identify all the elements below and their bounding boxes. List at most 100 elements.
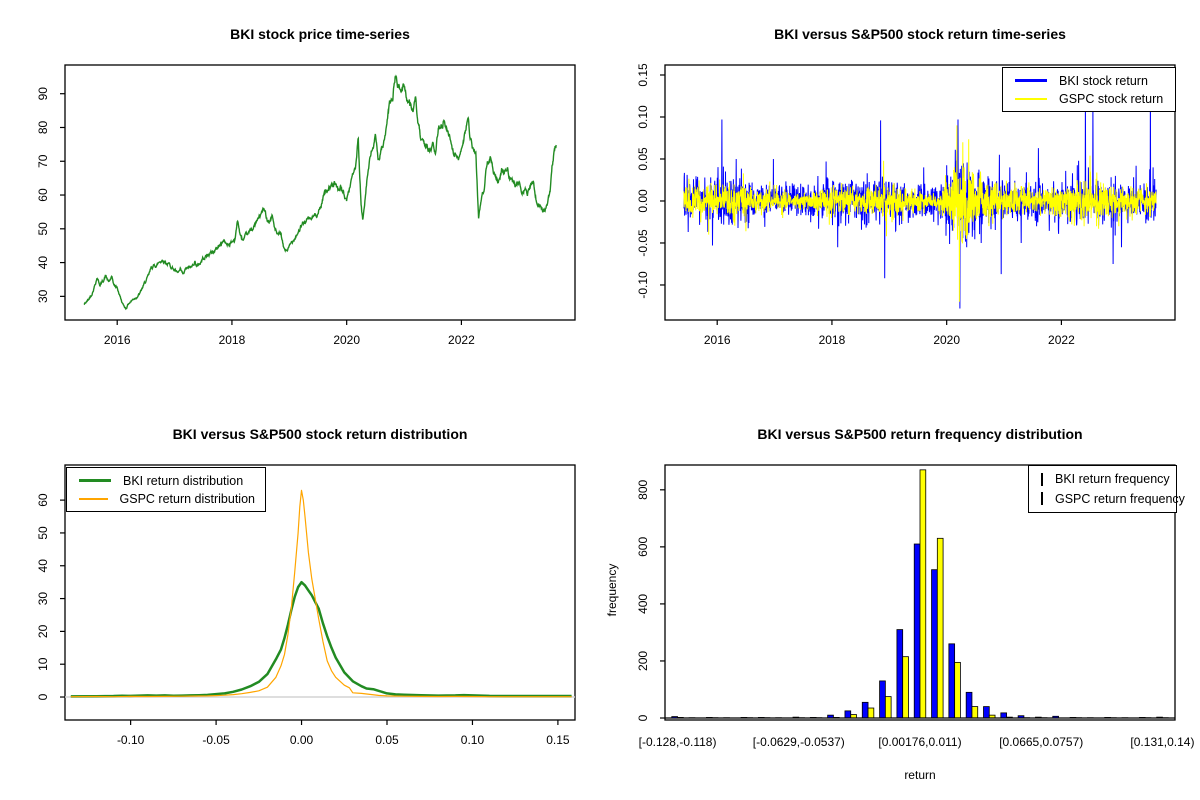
y-tick-label: 30 — [36, 592, 50, 606]
x-tick-label: 2022 — [1048, 333, 1075, 347]
x-tick-label: 2018 — [819, 333, 846, 347]
bki-frequency-bar — [931, 569, 938, 719]
y-tick-label: 0.05 — [636, 147, 650, 171]
y-tick-label: 0.15 — [636, 63, 650, 87]
bin-label: [0.0665,0.0757) — [999, 735, 1083, 749]
gspc-frequency-bar — [867, 707, 875, 719]
bki-frequency-bar — [983, 706, 990, 719]
plot-box — [664, 64, 1176, 321]
x-tick-label: 0.10 — [461, 733, 485, 747]
y-tick-label: 60 — [36, 188, 50, 202]
y-tick-label: -0.05 — [636, 229, 650, 257]
gspc-frequency-bar — [919, 469, 927, 719]
y-tick-label: 40 — [36, 559, 50, 573]
panel-frequency-distribution: BKI versus S&P500 return frequency distr… — [600, 400, 1200, 800]
x-tick-label: 0.15 — [546, 733, 570, 747]
bki-frequency-bar — [896, 629, 904, 719]
legend-item-bki-frequency: BKI return frequency — [1037, 471, 1170, 488]
y-tick-label: -0.10 — [636, 271, 650, 299]
plot-box — [64, 64, 576, 321]
y-tick-label: 200 — [636, 651, 650, 671]
bki-frequency-bar — [1000, 712, 1007, 719]
x-tick-label: 2020 — [333, 333, 360, 347]
legend-item-gspc-return: GSPC stock return — [1015, 91, 1165, 106]
y-tick-label: 60 — [36, 493, 50, 507]
bin-label: [-0.0629,-0.0537) — [753, 735, 845, 749]
distribution-chart-canvas: 0 10 20 30 40 50 60 -0.10 -0.05 0.00 0.05 0.10 0.15 — [36, 464, 576, 747]
y-tick-label: 40 — [36, 256, 50, 270]
legend-label: BKI return distribution — [123, 473, 244, 488]
y-tick-label: 400 — [636, 594, 650, 614]
x-tick-label: 0.05 — [375, 733, 399, 747]
y-tick-label: 10 — [36, 657, 50, 671]
bki-frequency-bar — [948, 643, 956, 719]
bki-frequency-bar — [965, 691, 973, 719]
y-tick-label: 0 — [36, 693, 50, 700]
distribution-chart-title: BKI versus S&P500 stock return distribut… — [172, 426, 468, 442]
bin-label: [0.131,0.14) — [1130, 735, 1194, 749]
frequency-y-axis-label: frequency — [605, 563, 619, 617]
legend-item-bki-return: BKI stock return — [1015, 73, 1165, 88]
bki-frequency-bar — [861, 701, 869, 719]
gspc-frequency-swatch — [1041, 492, 1043, 506]
gspc-frequency-bar — [936, 537, 944, 719]
legend-label: GSPC stock return — [1059, 91, 1164, 106]
x-tick-label: 2020 — [933, 333, 960, 347]
distribution-legend: BKI return distribution GSPC return dist… — [66, 467, 266, 512]
frequency-chart-title: BKI versus S&P500 return frequency distr… — [757, 426, 1083, 442]
bin-label: [-0.128,-0.118) — [639, 735, 717, 749]
gspc-frequency-bar — [971, 706, 979, 719]
return-legend: BKI stock return GSPC stock return — [1002, 67, 1176, 112]
x-tick-label: -0.10 — [117, 733, 145, 747]
y-tick-label: 80 — [36, 120, 50, 134]
legend-item-gspc-distribution: GSPC return distribution — [79, 491, 255, 506]
price-chart-canvas: 30 40 50 60 70 80 90 2016 2018 2020 2022 — [36, 64, 576, 347]
legend-item-bki-distribution: BKI return distribution — [79, 473, 255, 488]
bki-price-line — [83, 74, 557, 311]
plot-box — [664, 464, 1176, 721]
frequency-x-axis-label: return — [904, 768, 936, 782]
x-tick-label: 2016 — [704, 333, 731, 347]
y-tick-label: 50 — [36, 222, 50, 236]
frequency-chart-canvas: 0 200 400 600 800 [-0.128,-0.118) [-0.0629,-0.… — [636, 464, 1194, 749]
x-tick-label: 2018 — [219, 333, 246, 347]
panel-return-timeseries: BKI versus S&P500 stock return time-seri… — [600, 0, 1200, 400]
panel-return-distribution: BKI versus S&P500 stock return distribut… — [0, 400, 600, 800]
y-tick-label: 0 — [636, 714, 650, 721]
gspc-frequency-bar — [884, 696, 892, 719]
gspc-distribution-line-swatch — [79, 497, 108, 500]
bki-frequency-swatch — [1041, 472, 1043, 486]
gspc-return-line-swatch — [1015, 97, 1047, 100]
gspc-frequency-bar — [954, 661, 961, 719]
legend-label: BKI return frequency — [1055, 472, 1170, 487]
bki-density-curve — [70, 580, 572, 698]
y-tick-label: 70 — [36, 154, 50, 168]
y-tick-label: 800 — [636, 479, 650, 499]
x-tick-label: 2022 — [448, 333, 475, 347]
bin-label: [0.00176,0.011) — [878, 735, 961, 749]
x-tick-label: -0.05 — [202, 733, 230, 747]
bki-distribution-line-swatch — [79, 479, 111, 482]
legend-label: BKI stock return — [1059, 73, 1148, 88]
legend-item-gspc-frequency: GSPC return frequency — [1037, 491, 1185, 508]
plot-box — [64, 464, 576, 721]
bki-return-line-swatch — [1015, 79, 1047, 82]
gspc-frequency-bar — [902, 656, 909, 719]
gspc-density-curve — [70, 489, 572, 698]
y-tick-label: 0.00 — [636, 189, 650, 213]
bki-frequency-bar — [844, 710, 852, 719]
y-tick-label: 600 — [636, 537, 650, 557]
frequency-legend: BKI return frequency GSPC return frequen… — [1028, 465, 1185, 513]
return-chart-canvas: -0.10 -0.05 0.00 0.05 0.10 0.15 2016 2018 2020 20… — [636, 63, 1176, 347]
bki-frequency-bar — [879, 680, 886, 719]
y-tick-label: 30 — [36, 289, 50, 303]
panel-price-timeseries: BKI stock price time-series 30 40 50 60 70 80… — [0, 0, 600, 400]
y-tick-label: 0.10 — [636, 105, 650, 129]
y-tick-label: 50 — [36, 526, 50, 540]
gspc-return-line — [683, 125, 1157, 302]
y-tick-label: 90 — [36, 87, 50, 101]
bki-frequency-bar — [913, 543, 921, 719]
y-tick-label: 20 — [36, 624, 50, 638]
x-tick-label: 2016 — [104, 333, 131, 347]
